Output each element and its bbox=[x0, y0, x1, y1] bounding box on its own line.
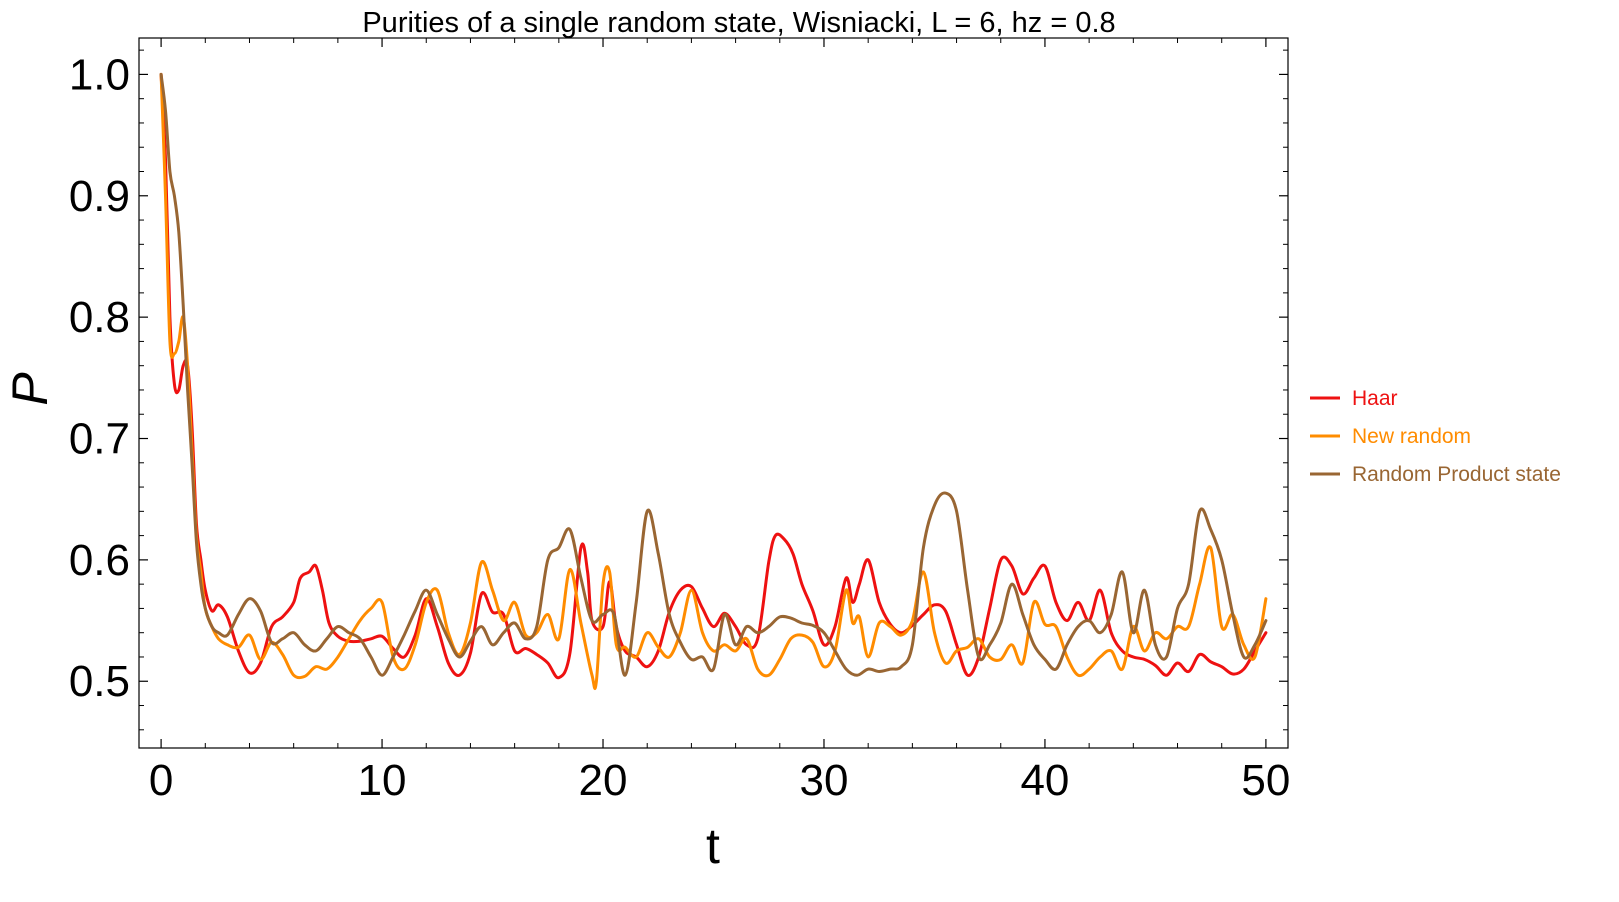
x-tick-label: 0 bbox=[149, 756, 173, 805]
tick-labels: 0 10 20 30 40 50 0.5 0.6 0.7 0.8 0.9 1.0 bbox=[69, 50, 1291, 805]
x-tick-label: 30 bbox=[800, 756, 849, 805]
x-axis-label: t bbox=[706, 818, 720, 874]
y-tick-label: 0.6 bbox=[69, 536, 130, 585]
x-tick-label: 10 bbox=[358, 756, 407, 805]
y-tick-label: 1.0 bbox=[69, 50, 130, 99]
major-ticks bbox=[139, 38, 1288, 748]
y-tick-label: 0.8 bbox=[69, 293, 130, 342]
x-tick-label: 50 bbox=[1241, 756, 1290, 805]
y-tick-label: 0.5 bbox=[69, 657, 130, 706]
legend-label-new-random: New random bbox=[1352, 425, 1471, 448]
x-tick-label: 20 bbox=[579, 756, 628, 805]
legend: Haar New random Random Product state bbox=[1310, 387, 1561, 486]
x-tick-label: 40 bbox=[1020, 756, 1069, 805]
y-axis-label: P bbox=[2, 372, 58, 406]
y-tick-label: 0.9 bbox=[69, 172, 130, 221]
minor-ticks bbox=[139, 38, 1288, 748]
legend-label-haar: Haar bbox=[1352, 387, 1398, 410]
series-line-random-product-state bbox=[159, 72, 1268, 677]
series-line-haar bbox=[159, 72, 1268, 680]
series-line-new-random bbox=[159, 72, 1268, 691]
legend-label-random-product-state: Random Product state bbox=[1352, 463, 1561, 486]
y-tick-label: 0.7 bbox=[69, 415, 130, 464]
series-lines bbox=[159, 72, 1268, 691]
plot-frame bbox=[138, 37, 1289, 749]
chart-title: Purities of a single random state, Wisni… bbox=[362, 7, 1115, 39]
